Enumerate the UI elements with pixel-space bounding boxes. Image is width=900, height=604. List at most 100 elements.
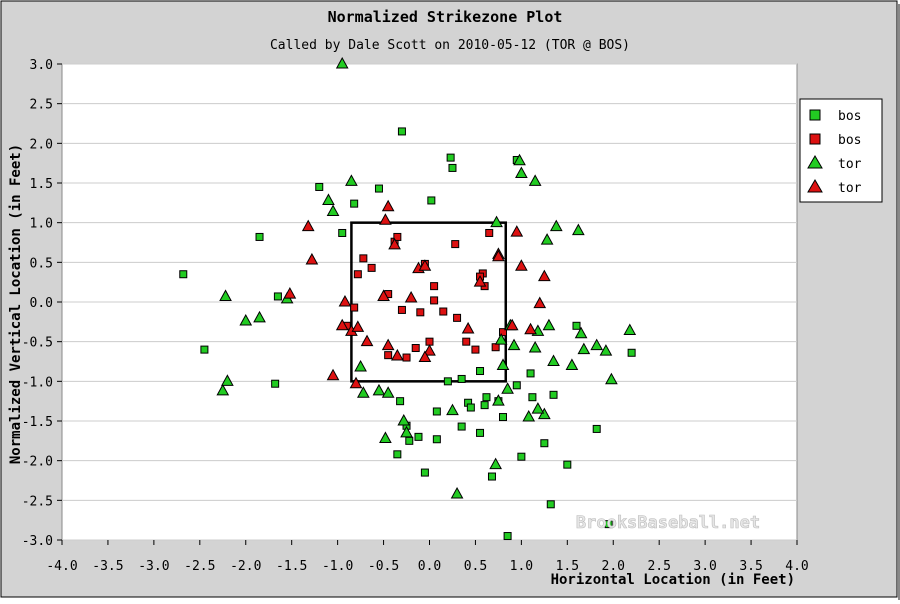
data-point-triangle <box>599 344 613 356</box>
data-point-square <box>563 460 572 469</box>
data-point-triangle <box>351 320 365 332</box>
data-point-triangle <box>381 199 395 212</box>
data-point-square <box>430 282 439 291</box>
data-point-square <box>425 337 434 346</box>
data-point-triangle <box>381 338 395 351</box>
data-point-square <box>420 468 429 477</box>
chart-frame-shadow <box>898 4 900 600</box>
y-tick-label: 1.0 <box>30 217 53 232</box>
data-point-square <box>592 424 601 433</box>
data-point-triangle <box>377 289 390 301</box>
x-tick-label: 3.5 <box>739 559 762 574</box>
data-point-square <box>359 254 368 263</box>
data-point-triangle <box>446 403 459 416</box>
data-point-square <box>338 228 347 237</box>
data-point-triangle <box>221 374 234 386</box>
data-point-triangle <box>219 289 232 301</box>
legend-label: tor <box>838 157 862 172</box>
data-point-square <box>528 393 537 402</box>
y-tick-label: -2.5 <box>22 494 53 509</box>
data-point-square <box>457 374 466 383</box>
data-point-triangle <box>301 219 315 232</box>
data-point-triangle <box>515 166 528 178</box>
x-tick-label: 2.5 <box>647 559 670 574</box>
data-point-square <box>402 353 411 362</box>
data-point-square <box>271 379 280 388</box>
data-point-square <box>393 450 402 459</box>
x-tick-label: -2.0 <box>230 559 261 574</box>
x-tick-label: 2.0 <box>602 559 625 574</box>
y-tick-label: 3.0 <box>30 58 53 73</box>
data-point-square <box>446 153 455 162</box>
axes: 3.0 2.5 2.0 1.5 1.0 0.5 0.0 -0.5 -1.0 -1.5 -2.0 -2.… <box>22 58 809 574</box>
chart-title: Normalized Strikezone Plot <box>328 8 563 26</box>
data-point-square <box>430 296 439 305</box>
data-point-square <box>397 127 406 136</box>
data-point-square <box>503 532 512 541</box>
legend-marker-triangle <box>807 155 823 169</box>
data-point-triangle <box>537 269 551 282</box>
data-point-triangle <box>354 360 367 372</box>
data-point-square <box>353 270 362 279</box>
legend-marker-triangle <box>807 179 823 193</box>
data-point-triangle <box>605 372 618 385</box>
data-point-triangle <box>590 338 604 351</box>
data-point-square <box>546 500 555 509</box>
x-tick-label: -2.5 <box>184 559 215 574</box>
legend: bos bos tor tor <box>799 98 883 203</box>
x-tick-label: -3.0 <box>138 559 169 574</box>
data-point-triangle <box>283 287 297 299</box>
data-point-square <box>396 397 405 406</box>
data-point-triangle <box>542 318 556 331</box>
data-point-triangle <box>533 296 547 309</box>
data-point-triangle <box>345 174 358 186</box>
x-axis-label: Horizontal Location (in Feet) <box>551 572 795 588</box>
data-point-triangle <box>531 402 545 414</box>
strike-zone <box>350 221 508 383</box>
data-point-square <box>200 345 209 354</box>
y-tick-label: -0.5 <box>22 336 53 351</box>
data-point-square <box>405 436 414 445</box>
data-point-square <box>374 184 383 193</box>
data-point-square <box>179 270 188 279</box>
data-point-square <box>393 232 402 241</box>
data-point-triangle <box>335 318 349 331</box>
x-tick-label: 1.5 <box>556 559 579 574</box>
data-point-square <box>627 348 636 357</box>
data-point-square <box>432 435 441 444</box>
series-tor-2 <box>216 56 637 499</box>
x-tick-label: -1.5 <box>276 559 307 574</box>
series-bos-0 <box>179 127 636 541</box>
y-tick-label: -2.0 <box>22 455 53 470</box>
series-bos-1 <box>342 228 507 362</box>
series-tor-3 <box>283 199 551 389</box>
data-point-triangle <box>540 233 554 245</box>
data-point-triangle <box>489 457 502 470</box>
data-point-triangle <box>349 376 363 389</box>
chart-subtitle: Called by Dale Scott on 2010-05-12 (TOR … <box>270 38 630 53</box>
data-point-triangle <box>335 56 349 69</box>
x-tick-label: 3.0 <box>693 559 716 574</box>
data-point-triangle <box>623 323 637 336</box>
data-point-square <box>540 439 549 448</box>
data-point-square <box>411 344 420 353</box>
data-point-triangle <box>239 314 253 326</box>
data-point-triangle <box>400 425 413 438</box>
data-point-triangle <box>473 275 487 287</box>
data-point-triangle <box>390 348 404 361</box>
x-tick-label: 4.0 <box>785 559 808 574</box>
data-point-triangle <box>404 290 418 303</box>
strike-zone-box <box>350 221 508 383</box>
data-point-triangle <box>501 382 514 394</box>
y-tick-label: 2.5 <box>30 98 53 113</box>
watermark: BrooksBaseball.net <box>576 513 760 533</box>
data-point-square <box>439 307 448 316</box>
data-point-square <box>350 199 359 208</box>
data-point-triangle <box>515 259 528 271</box>
data-point-triangle <box>397 413 411 426</box>
data-point-triangle <box>510 225 524 237</box>
data-point-triangle <box>537 407 551 420</box>
data-point-square <box>476 367 485 376</box>
data-point-square <box>487 472 496 481</box>
data-point-triangle <box>494 333 508 345</box>
